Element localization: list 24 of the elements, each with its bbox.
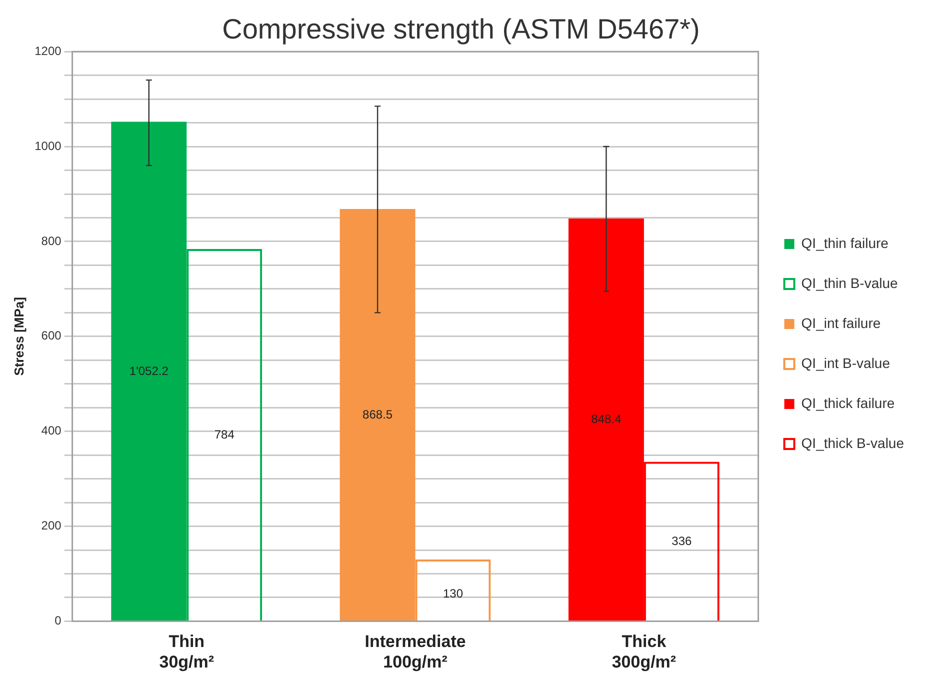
y-tick-label: 1200 [34,44,62,58]
chart-title: Compressive strength (ASTM D5467*) [222,14,700,45]
x-tick-label: Thick 300g/m² [612,632,676,672]
data-label: 336 [672,534,692,548]
data-label: 1'052.2 [129,364,169,378]
y-tick-label: 800 [41,234,62,248]
data-label: 130 [443,586,464,601]
x-tick-label: Thin 30g/m² [159,632,214,672]
data-label: 784 [214,427,235,442]
y-tick-label: 600 [41,328,62,343]
legend-label: QI_thick B-value [801,434,904,451]
legend-label: QI_thick failure [801,394,895,411]
legend-label: QI_int failure [801,314,881,331]
y-tick-label: 400 [41,424,62,438]
y-tick-label: 1000 [34,138,62,153]
y-tick-label: 200 [41,518,62,533]
legend-label: QI_thin failure [801,234,889,251]
x-tick-label: Intermediate 100g/m² [364,632,466,672]
data-label: 868.5 [362,407,393,422]
legend-label: QI_thin B-value [801,274,898,291]
legend-label: QI_int B-value [801,354,890,371]
data-label: 848.4 [591,412,622,426]
y-tick-label: 0 [54,614,62,628]
y-axis-title: Stress [MPa] [11,297,26,376]
